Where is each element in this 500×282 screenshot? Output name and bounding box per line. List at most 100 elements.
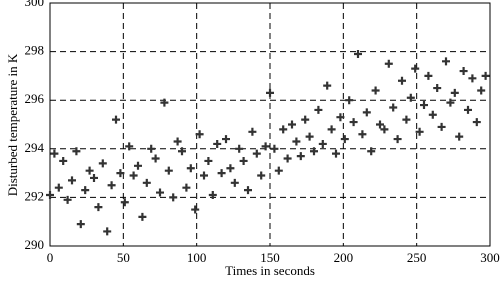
data-point (393, 135, 402, 144)
data-point (173, 137, 182, 146)
data-point (200, 171, 208, 180)
data-point (384, 59, 393, 68)
data-point (230, 178, 239, 187)
x-tick-label: 150 (260, 250, 280, 265)
data-point (164, 166, 173, 175)
x-tick-label: 50 (117, 250, 130, 265)
data-point (332, 149, 340, 158)
data-point (314, 105, 323, 114)
data-point (244, 186, 252, 195)
data-point (59, 156, 68, 165)
data-point (239, 156, 248, 165)
data-point (296, 152, 305, 161)
data-point (428, 110, 437, 119)
data-point (213, 139, 222, 148)
data-point (182, 183, 191, 192)
data-point (279, 125, 288, 134)
data-point (292, 137, 301, 146)
data-point (204, 156, 213, 165)
data-point (54, 183, 63, 192)
data-point (151, 154, 160, 163)
data-point (261, 142, 270, 151)
x-tick-label: 250 (407, 250, 427, 265)
data-point (120, 198, 129, 207)
data-point (208, 190, 217, 199)
data-point (305, 132, 314, 141)
data-point (283, 154, 292, 163)
data-point (160, 98, 169, 107)
data-point (147, 144, 156, 153)
data-point (437, 122, 446, 131)
data-point (257, 171, 266, 180)
data-point (318, 139, 327, 148)
data-point (116, 169, 125, 178)
data-point (270, 144, 279, 153)
data-point (358, 130, 367, 139)
x-tick-label: 100 (187, 250, 207, 265)
data-point (398, 76, 406, 85)
data-point (450, 88, 459, 97)
data-point (477, 86, 486, 95)
data-point (134, 161, 142, 170)
data-point (345, 96, 354, 105)
data-point (411, 64, 420, 73)
y-tick-label: 300 (25, 0, 45, 9)
data-point (371, 86, 380, 95)
data-point (235, 144, 244, 153)
x-tick-label: 300 (480, 250, 500, 265)
data-point (112, 115, 120, 124)
data-point (367, 147, 376, 156)
data-point (464, 105, 472, 114)
data-point (85, 166, 94, 175)
data-point (46, 190, 54, 199)
data-point (288, 120, 296, 129)
data-point (125, 142, 134, 151)
data-point (186, 164, 195, 173)
data-point (103, 227, 112, 236)
data-point (98, 159, 107, 168)
data-point (481, 71, 490, 80)
data-point (406, 93, 415, 102)
y-tick-label: 294 (25, 140, 45, 155)
data-point (340, 135, 349, 144)
data-point (433, 84, 442, 93)
data-point (349, 118, 358, 127)
data-point (327, 125, 336, 134)
data-point (129, 171, 138, 180)
data-point (72, 147, 81, 156)
data-point (156, 188, 164, 197)
data-point (63, 195, 72, 204)
data-point (301, 115, 310, 124)
y-tick-label: 296 (25, 91, 45, 106)
data-point (362, 108, 371, 117)
x-tick-label: 200 (334, 250, 354, 265)
data-point (142, 178, 151, 187)
data-point (178, 147, 186, 156)
data-point (323, 81, 332, 90)
data-point (90, 173, 98, 182)
data-point (415, 127, 424, 136)
y-axis-label: Disturbed temperature in K (5, 53, 20, 196)
data-point (107, 181, 116, 190)
data-point (380, 125, 389, 134)
x-axis-label: Times in seconds (225, 263, 315, 278)
data-point (310, 147, 318, 156)
y-tick-label: 292 (25, 188, 45, 203)
data-point (336, 113, 345, 122)
data-point (455, 132, 464, 141)
data-point (424, 71, 433, 80)
data-point (138, 212, 147, 221)
data-point (76, 220, 85, 229)
x-tick-label: 0 (47, 250, 54, 265)
y-tick-label: 298 (25, 43, 45, 58)
data-point (389, 103, 398, 112)
data-point (468, 74, 477, 83)
data-point (195, 130, 204, 139)
data-point (442, 57, 450, 66)
data-point (94, 203, 103, 212)
plot-frame (49, 2, 491, 247)
data-point (274, 166, 283, 175)
data-point (217, 169, 226, 178)
data-point (266, 88, 274, 97)
